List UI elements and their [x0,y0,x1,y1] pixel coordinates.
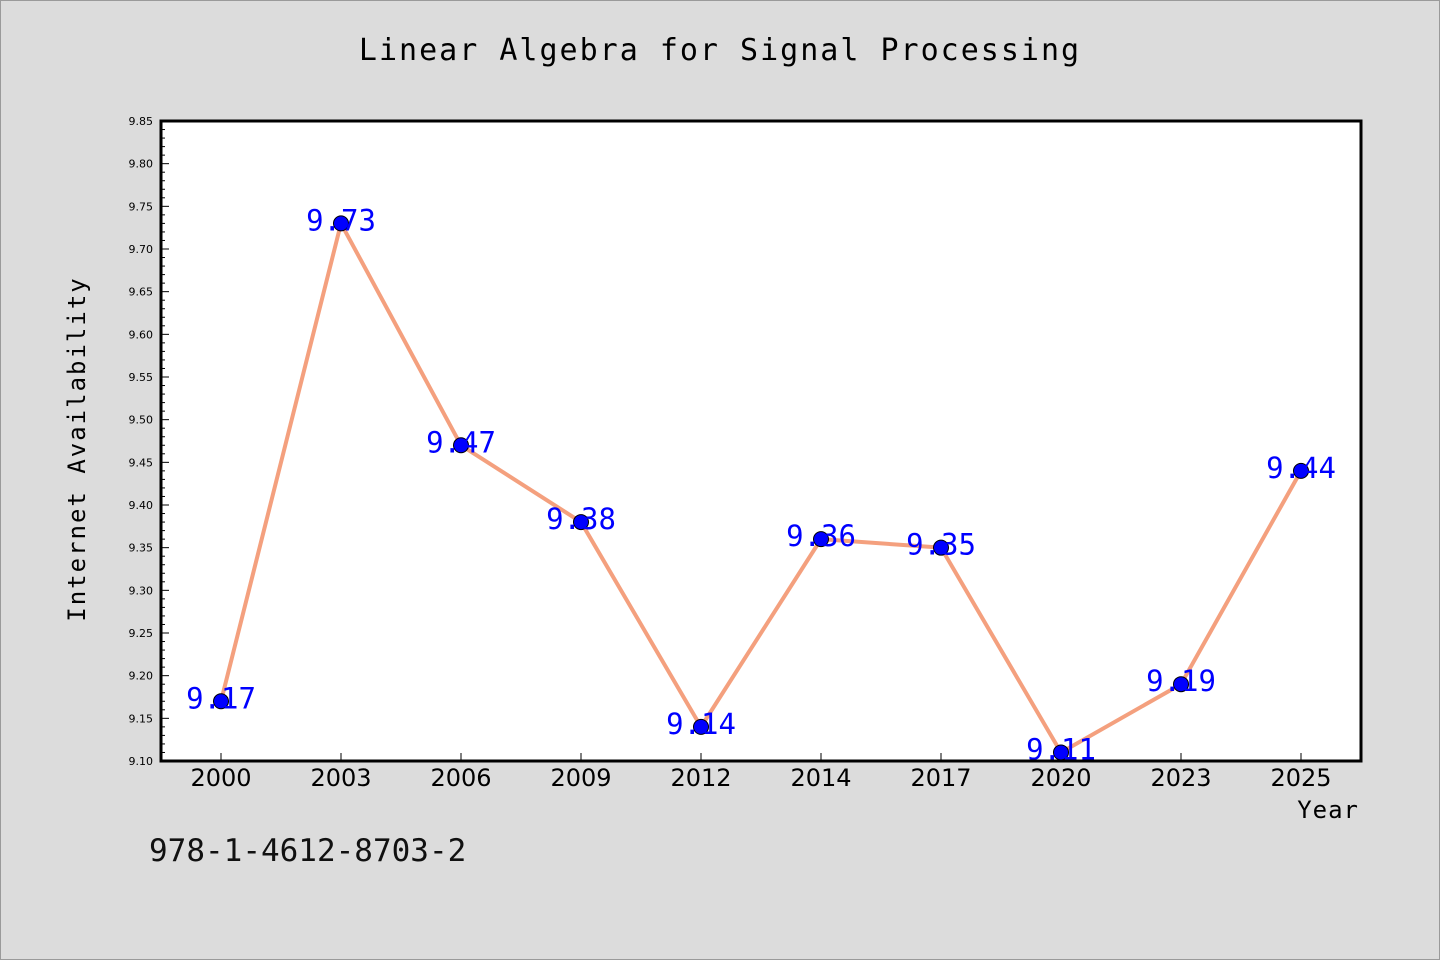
plot-area [161,121,1361,761]
data-label: 9.73 [306,203,376,237]
data-point [1173,676,1189,693]
data-label: 9.14 [666,707,736,741]
y-tick-label: 9.50 [129,414,154,427]
y-tick-label: 9.45 [129,456,154,469]
data-label: 9.19 [1146,664,1216,698]
data-point [333,215,349,232]
data-point [573,514,589,531]
x-tick-label: 2000 [190,764,251,792]
x-tick-label: 2009 [550,764,611,792]
y-tick-label: 9.40 [129,499,154,512]
y-tick-label: 9.65 [129,286,154,299]
data-point [213,693,229,710]
y-tick-label: 9.20 [129,670,154,683]
y-tick-label: 9.10 [129,755,154,768]
data-point [693,718,709,735]
y-tick-label: 9.55 [129,371,154,384]
y-tick-label: 9.70 [129,243,154,256]
series-line [219,221,1303,755]
y-tick-label: 9.85 [129,115,154,128]
x-axis-label: Year [1297,796,1359,824]
y-tick-label: 9.15 [129,712,154,725]
data-label: 9.38 [546,502,616,536]
y-tick-label: 9.80 [129,158,154,171]
x-tick-label: 2006 [430,764,491,792]
x-tick-label: 2025 [1270,764,1331,792]
y-tick-label: 9.75 [129,200,154,213]
data-label: 9.35 [906,528,976,562]
data-label: 9.36 [786,519,856,553]
data-label: 9.17 [186,681,256,715]
x-tick-label: 2017 [910,764,971,792]
x-tick-label: 2003 [310,764,371,792]
x-tick-label: 2012 [670,764,731,792]
plot-frame [159,119,1363,763]
x-tick-label: 2014 [790,764,851,792]
y-tick-label: 9.60 [129,328,154,341]
chart-title: Linear Algebra for Signal Processing [358,33,1082,68]
x-tick-label: 2020 [1030,764,1091,792]
isbn-footnote: 978-1-4612-8703-2 [149,833,467,869]
y-tick-label: 9.25 [129,627,154,640]
y-tick-label: 9.30 [129,584,154,597]
data-label: 9.44 [1266,451,1336,485]
data-point [813,531,829,548]
y-tick-label: 9.35 [129,542,154,555]
data-point [1293,462,1309,479]
x-tick-label: 2023 [1150,764,1211,792]
data-point [933,539,949,556]
data-label: 9.47 [426,425,496,459]
data-point [453,437,469,454]
